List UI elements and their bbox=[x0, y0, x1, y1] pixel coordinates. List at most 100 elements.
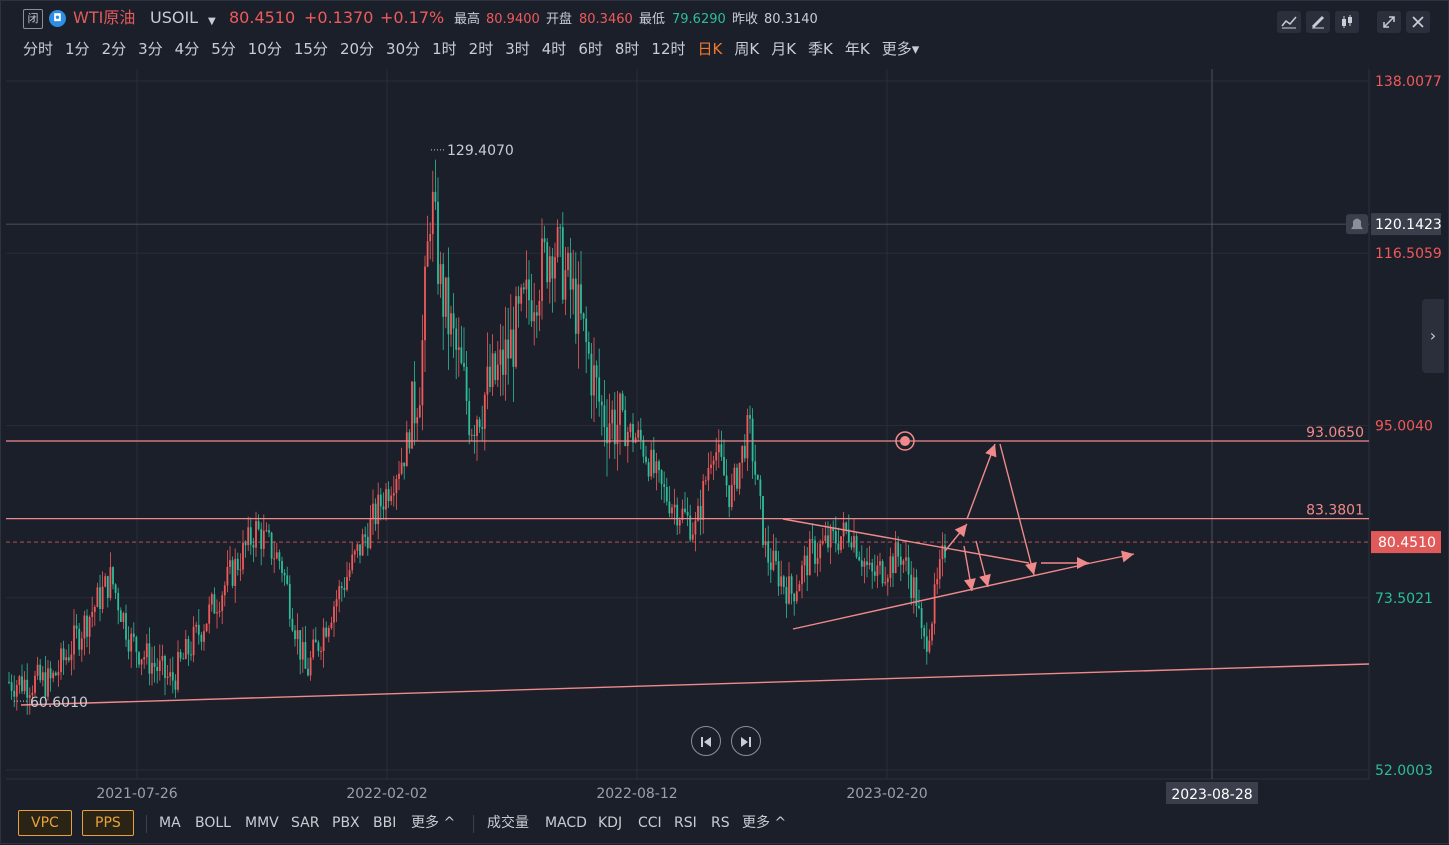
candle-body bbox=[405, 432, 408, 467]
candle-body bbox=[741, 445, 744, 463]
candle-body bbox=[421, 340, 424, 406]
draw-pen-icon[interactable] bbox=[1306, 11, 1330, 33]
caret-down-icon[interactable]: ▼ bbox=[208, 16, 216, 27]
candle-body bbox=[403, 462, 406, 467]
candle-body bbox=[26, 679, 29, 698]
period-tab-4[interactable]: 4分 bbox=[174, 40, 200, 58]
candle-body bbox=[808, 539, 811, 576]
expand-icon[interactable] bbox=[1377, 11, 1401, 33]
candle-body bbox=[889, 556, 892, 579]
indicator-rsi[interactable]: RSI bbox=[674, 815, 697, 831]
candle-body bbox=[478, 419, 481, 428]
candle-body bbox=[18, 676, 21, 686]
sub-more-menu[interactable]: 更多 ^ bbox=[742, 815, 787, 831]
period-tab-5[interactable]: 5分 bbox=[211, 40, 236, 58]
period-tab-10[interactable]: 1时 bbox=[432, 40, 457, 58]
candle-body bbox=[338, 586, 341, 600]
period-tab-16[interactable]: 12时 bbox=[651, 40, 686, 58]
period-tab-1[interactable]: 1分 bbox=[65, 40, 90, 58]
indicator-volume[interactable]: 成交量 bbox=[487, 815, 529, 831]
candle-body bbox=[834, 531, 837, 544]
period-tab-21[interactable]: 年K bbox=[844, 40, 870, 58]
candle-body bbox=[515, 296, 517, 367]
indicator-sar[interactable]: SAR bbox=[291, 815, 320, 831]
x-tick-label: 2022-02-02 bbox=[346, 786, 427, 802]
period-tab-3[interactable]: 3分 bbox=[138, 40, 163, 58]
skip-forward-icon[interactable] bbox=[731, 726, 761, 756]
candle-body bbox=[197, 624, 200, 635]
close-icon[interactable] bbox=[1406, 11, 1430, 33]
period-tab-12[interactable]: 3时 bbox=[505, 40, 530, 58]
candle-body bbox=[728, 485, 731, 508]
candle-body bbox=[923, 627, 926, 637]
period-tab-20[interactable]: 季K bbox=[808, 40, 833, 58]
period-tab-18[interactable]: 周K bbox=[734, 40, 760, 58]
candle-body bbox=[127, 639, 130, 652]
candle-body bbox=[455, 328, 458, 350]
candle-body bbox=[884, 582, 887, 584]
candle-body bbox=[369, 518, 372, 549]
period-tab-7[interactable]: 15分 bbox=[293, 40, 328, 58]
x-tick-label: 2022-08-12 bbox=[596, 786, 677, 802]
indicator-rs[interactable]: RS bbox=[711, 815, 730, 831]
candle-body bbox=[486, 366, 489, 395]
candle-body bbox=[195, 624, 198, 627]
period-tab-17[interactable]: 日K bbox=[697, 40, 723, 58]
indicator-kdj[interactable]: KDJ bbox=[598, 815, 623, 831]
cursor-date-label: 2023-08-28 bbox=[1171, 787, 1252, 803]
indicator-vpc[interactable]: VPC bbox=[18, 810, 72, 836]
indicator-macd[interactable]: MACD bbox=[545, 815, 587, 831]
chevron-right-icon[interactable]: › bbox=[1422, 299, 1444, 373]
overlay-more-menu[interactable]: 更多 ^ bbox=[411, 815, 456, 831]
candle-body bbox=[491, 353, 494, 387]
period-tab-9[interactable]: 30分 bbox=[386, 40, 421, 58]
stat-open-label: 开盘 bbox=[546, 12, 573, 27]
period-tab-15[interactable]: 8时 bbox=[614, 40, 640, 58]
arrow-head-icon bbox=[963, 578, 976, 591]
candle-body bbox=[151, 662, 153, 674]
candle-body bbox=[855, 536, 858, 557]
candle-body bbox=[595, 365, 598, 378]
candle-body bbox=[392, 493, 395, 496]
indicator-boll[interactable]: BOLL bbox=[195, 815, 231, 831]
period-tab-14[interactable]: 6时 bbox=[578, 40, 603, 58]
candle-body bbox=[494, 353, 497, 380]
candle-body bbox=[203, 631, 205, 642]
line-chart-icon[interactable] bbox=[1277, 11, 1301, 33]
indicator-bbi[interactable]: BBI bbox=[373, 815, 397, 831]
period-tab-0[interactable]: 分时 bbox=[23, 40, 54, 58]
period-tab-6[interactable]: 10分 bbox=[247, 40, 282, 58]
candle-body bbox=[200, 634, 203, 642]
candle-body bbox=[652, 449, 655, 474]
candle-body bbox=[899, 556, 902, 565]
candle-body bbox=[312, 639, 315, 658]
candle-body bbox=[104, 576, 107, 587]
candle-body bbox=[764, 541, 767, 546]
candle-body bbox=[320, 651, 322, 653]
indicator-cci[interactable]: CCI bbox=[638, 815, 662, 831]
candle-body bbox=[483, 394, 486, 429]
period-tab-2[interactable]: 2分 bbox=[101, 40, 127, 58]
period-tab-11[interactable]: 2时 bbox=[468, 40, 494, 58]
period-tab-19[interactable]: 月K bbox=[771, 40, 797, 58]
candle-body bbox=[109, 567, 112, 599]
candle-body bbox=[827, 535, 829, 548]
indicator-mmv[interactable]: MMV bbox=[245, 815, 279, 831]
symbol-selector[interactable]: USOIL bbox=[150, 8, 199, 27]
skip-back-icon[interactable] bbox=[691, 726, 721, 756]
candle-body bbox=[689, 515, 692, 540]
candlestick-icon[interactable] bbox=[1335, 11, 1359, 33]
candle-body bbox=[47, 668, 49, 697]
period-tab-8[interactable]: 20分 bbox=[339, 40, 375, 58]
candle-body bbox=[639, 429, 642, 440]
high-price-marker: 129.4070 bbox=[447, 143, 514, 159]
period-tab-13[interactable]: 4时 bbox=[541, 40, 567, 58]
stat-low-label: 最低 bbox=[639, 12, 666, 27]
candle-body bbox=[507, 339, 510, 359]
candle-body bbox=[281, 560, 283, 573]
indicator-ma[interactable]: MA bbox=[159, 815, 181, 831]
period-tab-22[interactable]: 更多▾ bbox=[881, 40, 920, 58]
indicator-pbx[interactable]: PBX bbox=[332, 815, 360, 831]
indicator-pps[interactable]: PPS bbox=[82, 810, 134, 836]
